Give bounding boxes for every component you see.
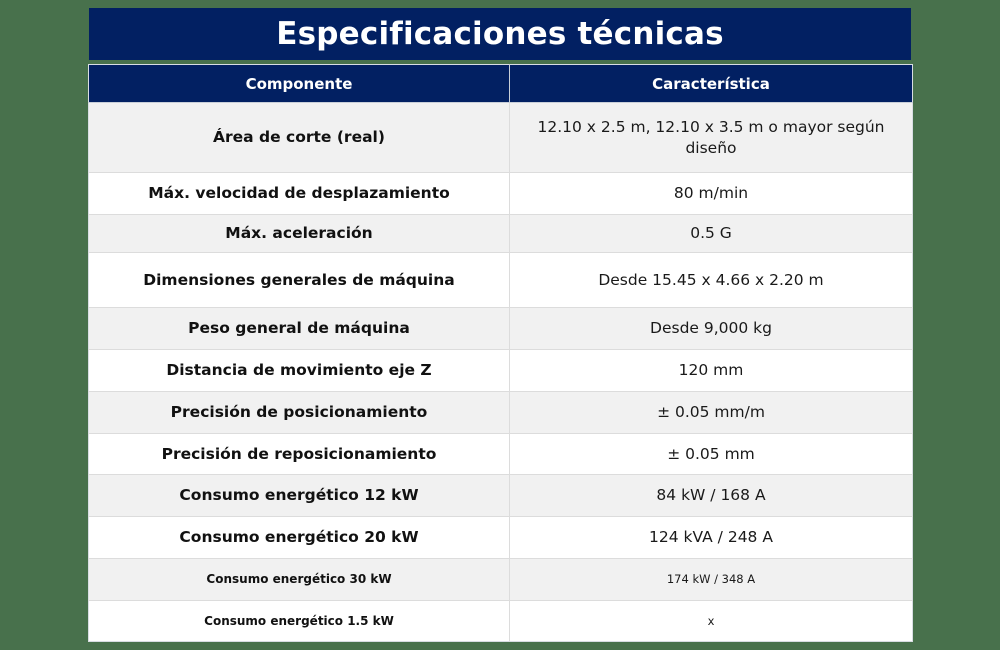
value-cell: Desde 15.45 x 4.66 x 2.20 m xyxy=(509,252,913,308)
component-cell: Distancia de movimiento eje Z xyxy=(88,349,510,392)
table-row: Consumo energético 12 kW 84 kW / 168 A xyxy=(88,474,913,517)
component-cell: Consumo energético 1.5 kW xyxy=(88,600,510,642)
table-row: Precisión de posicionamiento ± 0.05 mm/m xyxy=(88,391,913,434)
table-row: Máx. aceleración 0.5 G xyxy=(88,214,913,253)
value-cell: 84 kW / 168 A xyxy=(509,474,913,517)
table-row: Consumo energético 20 kW 124 kVA / 248 A xyxy=(88,516,913,559)
column-header-characteristic: Característica xyxy=(509,64,913,103)
component-cell: Precisión de posicionamiento xyxy=(88,391,510,434)
value-cell: Desde 9,000 kg xyxy=(509,307,913,350)
value-cell: 124 kVA / 248 A xyxy=(509,516,913,559)
column-header-component: Componente xyxy=(88,64,510,103)
value-cell: 0.5 G xyxy=(509,214,913,253)
table-row: Consumo energético 1.5 kW x xyxy=(88,600,913,642)
page-title: Especificaciones técnicas xyxy=(89,8,911,60)
component-cell: Precisión de reposicionamiento xyxy=(88,433,510,475)
component-cell: Consumo energético 20 kW xyxy=(88,516,510,559)
table-row: Máx. velocidad de desplazamiento 80 m/mi… xyxy=(88,172,913,215)
table-header-row: Componente Característica xyxy=(88,64,913,103)
component-cell: Peso general de máquina xyxy=(88,307,510,350)
component-cell: Máx. velocidad de desplazamiento xyxy=(88,172,510,215)
value-cell: ± 0.05 mm/m xyxy=(509,391,913,434)
value-cell: 80 m/min xyxy=(509,172,913,215)
table-row: Peso general de máquina Desde 9,000 kg xyxy=(88,307,913,350)
component-cell: Consumo energético 30 kW xyxy=(88,558,510,601)
component-cell: Consumo energético 12 kW xyxy=(88,474,510,517)
value-cell: 12.10 x 2.5 m, 12.10 x 3.5 m o mayor seg… xyxy=(509,102,913,173)
component-cell: Máx. aceleración xyxy=(88,214,510,253)
component-cell: Área de corte (real) xyxy=(88,102,510,173)
specifications-table: Componente Característica Área de corte … xyxy=(88,64,913,642)
table-row: Distancia de movimiento eje Z 120 mm xyxy=(88,349,913,392)
value-cell: ± 0.05 mm xyxy=(509,433,913,475)
value-cell: 120 mm xyxy=(509,349,913,392)
component-cell: Dimensiones generales de máquina xyxy=(88,252,510,308)
table-row: Consumo energético 30 kW 174 kW / 348 A xyxy=(88,558,913,601)
table-row: Área de corte (real) 12.10 x 2.5 m, 12.1… xyxy=(88,102,913,173)
value-cell: x xyxy=(509,600,913,642)
table-row: Dimensiones generales de máquina Desde 1… xyxy=(88,252,913,308)
value-cell: 174 kW / 348 A xyxy=(509,558,913,601)
table-row: Precisión de reposicionamiento ± 0.05 mm xyxy=(88,433,913,475)
